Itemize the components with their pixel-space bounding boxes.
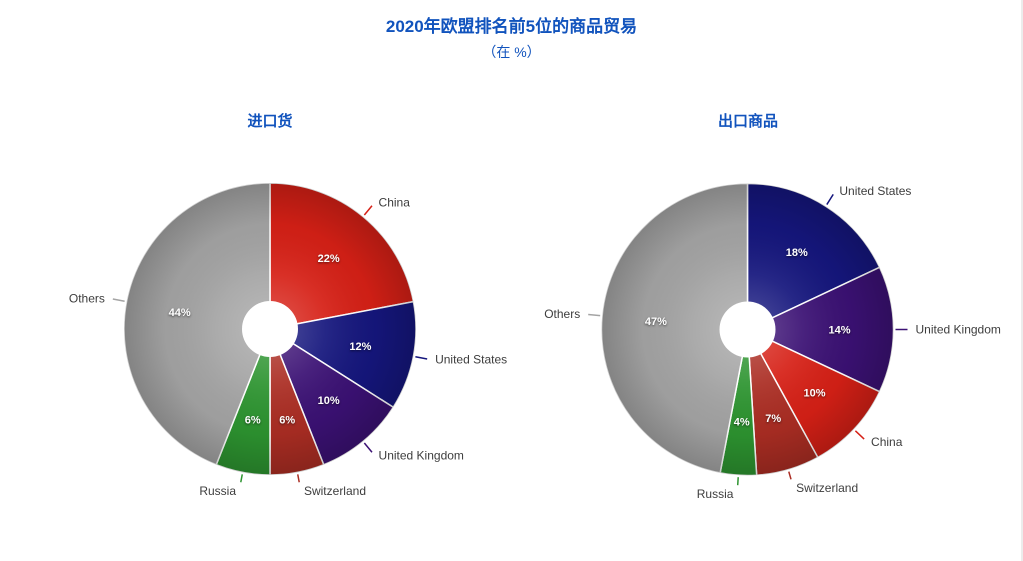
imports-label-united-states: United States xyxy=(435,353,507,367)
imports-label-united-kingdom: United Kingdom xyxy=(379,448,464,462)
page-edge-divider xyxy=(1021,0,1023,561)
exports-leader-united-states xyxy=(826,194,834,205)
exports-donut-hole xyxy=(719,301,776,358)
page-title: 2020年欧盟排名前5位的商品贸易 xyxy=(385,17,638,36)
exports-label-switzerland: Switzerland xyxy=(796,481,858,495)
imports-donut-hole xyxy=(242,301,298,357)
exports-leader-russia xyxy=(736,477,739,486)
imports-chart-title: 进口货 xyxy=(247,113,293,130)
imports-label-russia: Russia xyxy=(199,484,236,498)
exports-label-united-kingdom: United Kingdom xyxy=(916,323,1001,337)
imports-leader-united-states xyxy=(415,355,428,360)
imports-leader-united-kingdom xyxy=(363,442,373,453)
exports-chart-title: 出口商品 xyxy=(717,113,778,130)
exports-label-russia: Russia xyxy=(697,487,734,501)
exports-leader-china xyxy=(854,430,865,440)
imports-label-china: China xyxy=(379,196,411,210)
imports-label-switzerland: Switzerland xyxy=(304,484,366,498)
imports-leader-others xyxy=(112,298,125,303)
page-subtitle: （在 %） xyxy=(482,44,541,60)
imports-leader-russia xyxy=(240,474,244,483)
imports-leader-switzerland xyxy=(296,474,300,483)
exports-leader-others xyxy=(588,313,601,317)
imports-label-others: Others xyxy=(69,291,105,305)
exports-label-china: China xyxy=(871,435,903,449)
imports-leader-china xyxy=(363,205,373,216)
exports-label-others: Others xyxy=(544,307,580,321)
exports-leader-switzerland xyxy=(788,471,792,480)
exports-label-united-states: United States xyxy=(839,184,911,198)
